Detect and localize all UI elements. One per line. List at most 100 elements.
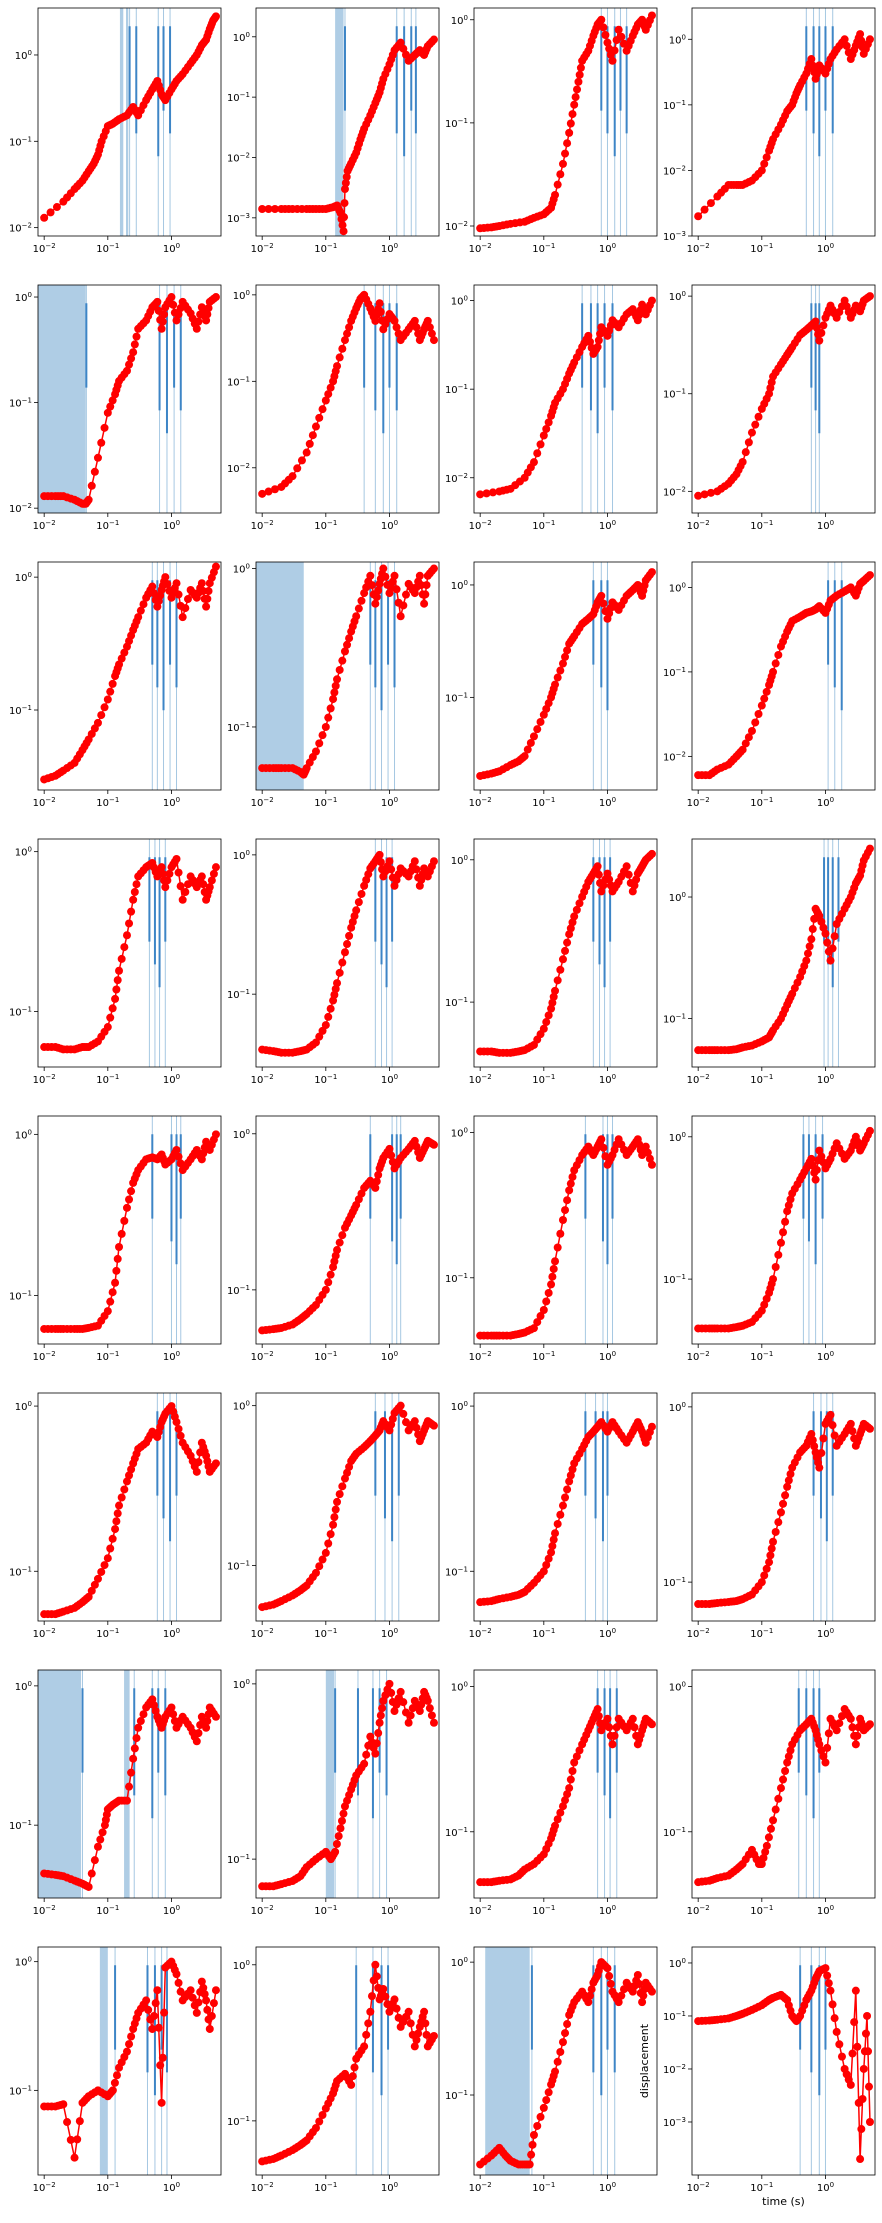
x-tick-label: 10−2: [251, 1073, 274, 1086]
data-point: [556, 965, 565, 974]
axes-frame: [473, 838, 658, 1068]
axes-frame: [255, 7, 440, 237]
data-point: [551, 1529, 560, 1538]
data-point: [148, 2024, 157, 2033]
data-point: [336, 1824, 345, 1833]
data-point: [364, 2019, 373, 2028]
data-point: [315, 2117, 324, 2126]
data-point: [864, 2082, 873, 2091]
data-point: [412, 1423, 421, 1432]
data-point: [343, 940, 352, 949]
data-point: [415, 1707, 424, 1716]
x-tick-label: 10−1: [750, 1904, 773, 1917]
y-tick-label: 10−1: [9, 1006, 32, 1019]
data-point: [848, 2049, 857, 2058]
data-point: [352, 906, 361, 915]
data-point: [340, 199, 349, 208]
plot-area: [258, 1670, 438, 1898]
x-tick-label: 10−2: [469, 796, 492, 809]
data-point: [605, 1972, 614, 1981]
data-point: [808, 1436, 817, 1445]
data-point: [848, 1427, 857, 1436]
data-point: [558, 659, 567, 668]
data-point: [571, 93, 580, 102]
data-point: [601, 31, 610, 40]
x-tick-label: 10−2: [33, 1904, 56, 1917]
data-point: [59, 2100, 68, 2109]
series-line: [262, 1139, 435, 1332]
data-point: [565, 1784, 574, 1793]
x-tick-label: 10−2: [469, 1073, 492, 1086]
data-point: [97, 711, 106, 720]
data-point: [339, 1809, 348, 1818]
data-point: [331, 681, 340, 690]
axes-frame: [473, 1946, 658, 2176]
data-point: [338, 1231, 347, 1240]
data-point: [367, 581, 376, 590]
y-tick-label: 10−3: [663, 230, 686, 243]
data-point: [765, 1558, 774, 1567]
data-point: [851, 1740, 860, 1749]
data-point: [539, 431, 548, 440]
data-point: [544, 2088, 553, 2097]
data-point: [392, 323, 401, 332]
data-point: [821, 1964, 830, 1973]
data-point: [202, 1996, 211, 2005]
data-point: [417, 1700, 426, 1709]
data-point: [762, 1564, 771, 1573]
plot-area: [476, 8, 656, 236]
data-point: [576, 63, 585, 72]
data-point: [207, 2012, 216, 2021]
data-point: [106, 1544, 115, 1553]
data-point: [547, 1548, 556, 1557]
plot-area: [476, 1947, 656, 2175]
plot-area: [258, 839, 438, 1067]
plot-area: [694, 1393, 874, 1621]
data-point: [771, 659, 780, 668]
data-point: [754, 710, 763, 718]
y-tick-label: 10−1: [663, 1576, 686, 1589]
data-point: [205, 883, 214, 892]
data-point: [694, 212, 703, 221]
data-point: [100, 423, 109, 432]
data-point: [258, 489, 267, 498]
data-point: [197, 872, 206, 881]
data-point: [539, 1306, 548, 1315]
plot-area: [40, 8, 220, 236]
data-point: [553, 2057, 562, 2066]
data-point: [192, 1737, 201, 1746]
data-point: [315, 1032, 324, 1041]
data-point: [338, 221, 347, 230]
plot-area: [38, 285, 220, 513]
data-point: [857, 36, 866, 45]
y-tick-label: 10−1: [9, 2084, 32, 2097]
data-point: [125, 360, 134, 369]
plot-area: [476, 1116, 656, 1344]
data-point: [865, 1720, 874, 1729]
data-point: [783, 1758, 792, 1767]
data-point: [779, 1499, 788, 1508]
plot-area: [40, 1947, 220, 2175]
y-tick-label: 100: [233, 1400, 250, 1413]
data-point: [264, 487, 273, 496]
data-point: [321, 1548, 330, 1557]
data-point: [824, 1729, 833, 1738]
data-point: [865, 571, 874, 580]
data-point: [563, 1485, 572, 1494]
data-point: [70, 2153, 79, 2162]
data-point: [379, 564, 388, 573]
data-point: [396, 1687, 405, 1696]
plot-area: [694, 1947, 874, 2175]
data-point: [132, 1734, 141, 1743]
x-tick-label: 10−2: [33, 796, 56, 809]
axes-frame: [691, 1946, 876, 2176]
data-point: [357, 596, 366, 605]
y-tick-label: 100: [451, 1127, 468, 1140]
data-point: [851, 1986, 860, 1995]
x-tick-label: 10−1: [96, 519, 119, 532]
data-point: [96, 1835, 105, 1844]
series-line: [44, 856, 217, 1051]
axes-frame: [691, 284, 876, 514]
axes-frame: [37, 7, 222, 237]
data-point: [378, 1704, 387, 1713]
